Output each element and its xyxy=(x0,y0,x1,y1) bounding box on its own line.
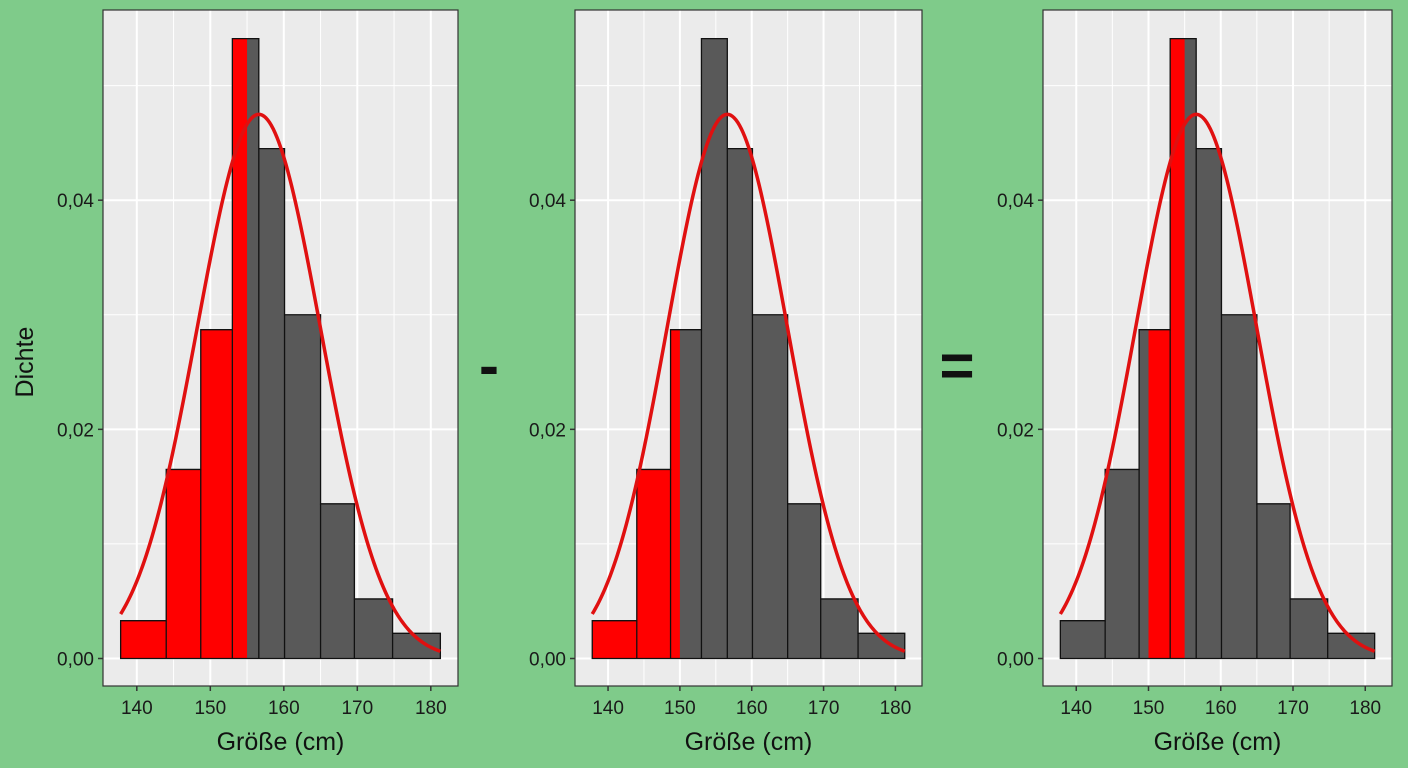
shaded-bar-area xyxy=(166,469,201,659)
histogram-bar xyxy=(787,503,821,659)
x-axis-label: Größe (cm) xyxy=(1154,728,1282,756)
histogram-outline xyxy=(591,37,906,660)
histogram-outline xyxy=(1059,37,1376,660)
histogram-bar xyxy=(354,598,393,659)
x-tick-label: 140 xyxy=(1060,698,1092,719)
y-tick-label: 0,02 xyxy=(57,420,94,441)
equals-operator: = xyxy=(939,332,974,399)
normal-density-curve xyxy=(590,112,906,653)
shaded-bar-area xyxy=(670,329,680,659)
panel-border xyxy=(102,9,459,687)
histogram-bar xyxy=(1256,503,1291,659)
histogram-outline xyxy=(119,37,442,660)
y-tick-label: 0,04 xyxy=(997,191,1034,212)
x-tick-label: 170 xyxy=(808,698,840,719)
panel-1: 140 150 160 170 180 0,00 0,02 0,04 Größe (cm) Dic… xyxy=(11,9,459,756)
y-tick-label: 0,00 xyxy=(57,650,94,671)
y-tick-label: 0,04 xyxy=(529,191,566,212)
histogram-bar xyxy=(258,148,285,659)
panel-2: 140 150 160 170 180 0,00 0,02 0,04 Größe (cm) xyxy=(529,9,923,756)
histogram-bar xyxy=(727,148,753,659)
x-tick-label: 180 xyxy=(415,698,447,719)
histogram-bar xyxy=(1196,148,1222,659)
y-tick-label: 0,00 xyxy=(529,650,566,671)
panel-border xyxy=(1042,9,1393,687)
shaded-bar-area xyxy=(592,620,637,659)
x-tick-label: 160 xyxy=(268,698,300,719)
x-tick-label: 170 xyxy=(341,698,373,719)
x-tick-label: 160 xyxy=(1205,698,1237,719)
histogram-bar xyxy=(701,38,728,659)
x-tick-label: 180 xyxy=(1349,698,1381,719)
x-tick-label: 170 xyxy=(1277,698,1309,719)
x-tick-label: 160 xyxy=(736,698,768,719)
x-tick-label: 150 xyxy=(194,698,226,719)
x-tick-label: 140 xyxy=(592,698,624,719)
x-axis-label: Größe (cm) xyxy=(685,728,813,756)
panel-border xyxy=(574,9,923,687)
normal-density-curve xyxy=(1058,112,1376,653)
normal-density-curve xyxy=(119,112,441,653)
y-tick-label: 0,00 xyxy=(997,650,1034,671)
shaded-bar-area xyxy=(120,620,167,659)
y-tick-label: 0,04 xyxy=(57,191,94,212)
x-axis-label: Größe (cm) xyxy=(217,728,345,756)
histogram-bar xyxy=(320,503,355,659)
histogram-bar xyxy=(752,314,788,659)
histogram-bar xyxy=(1221,314,1257,659)
shaded-bar-area xyxy=(1148,329,1171,659)
histogram-bar xyxy=(820,598,859,659)
shaded-bar-area xyxy=(1170,38,1185,659)
x-tick-label: 150 xyxy=(1133,698,1165,719)
x-tick-label: 140 xyxy=(121,698,153,719)
shaded-bar-area xyxy=(232,38,248,659)
y-tick-label: 0,02 xyxy=(529,420,566,441)
histogram-bar xyxy=(284,314,321,659)
histogram-bar xyxy=(1290,598,1328,659)
y-tick-label: 0,02 xyxy=(997,420,1034,441)
y-axis-label: Dichte xyxy=(11,327,39,398)
x-tick-label: 150 xyxy=(664,698,696,719)
panel-3: 140 150 160 170 180 0,00 0,02 0,04 Größe (cm) xyxy=(997,9,1393,756)
histogram-bar xyxy=(1060,620,1106,659)
x-tick-label: 180 xyxy=(880,698,912,719)
shaded-bar-area xyxy=(636,469,671,659)
shaded-bar-area xyxy=(200,329,233,659)
minus-operator: - xyxy=(479,332,499,399)
histogram-bar xyxy=(1105,469,1140,659)
